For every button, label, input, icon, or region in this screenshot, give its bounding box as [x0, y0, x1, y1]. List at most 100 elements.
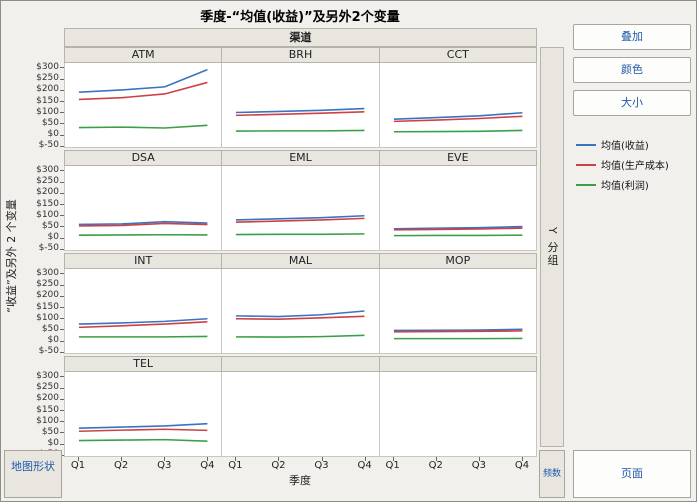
page-dropzone[interactable]: 页面 [573, 450, 691, 498]
panel-plot-TEL[interactable] [64, 372, 223, 457]
color-button[interactable]: 颜色 [573, 57, 691, 83]
map-shape-button[interactable]: 地图形状 [4, 450, 62, 498]
y-tick-mark [60, 307, 64, 309]
panel-plot-ATM[interactable] [64, 63, 223, 148]
y-tick-mark [60, 215, 64, 217]
panel-header-empty [378, 356, 537, 372]
line-均值(利润) [236, 233, 365, 236]
panel-plot-CCT[interactable] [378, 63, 537, 148]
line-均值(生产成本) [236, 315, 365, 320]
y-tick-mark [60, 204, 64, 206]
line-均值(生产成本) [393, 115, 523, 123]
x-tick-label: Q2 [428, 460, 443, 471]
x-tick-label: Q1 [70, 460, 86, 471]
y-tick-mark [60, 170, 64, 172]
y-tick-label: $200 [36, 393, 59, 404]
x-tick-label: Q3 [471, 460, 486, 471]
y-tick-mark [60, 101, 64, 103]
panel-header-MAL: MAL [221, 253, 380, 269]
y-tick-label: $200 [36, 84, 59, 95]
y-tick-label: $50 [41, 323, 59, 334]
y-tick-mark [60, 387, 64, 389]
size-button[interactable]: 大小 [573, 90, 691, 116]
overlay-button[interactable]: 叠加 [573, 24, 691, 50]
x-tick-label: Q3 [314, 460, 329, 471]
y-tick-mark [60, 145, 64, 147]
y-tick-label: $150 [36, 198, 59, 209]
y-tick-label: $150 [36, 404, 59, 415]
x-tick-mark [121, 457, 123, 461]
x-tick-label: Q4 [514, 460, 530, 471]
y-tick-mark [60, 351, 64, 353]
legend-item[interactable]: 均值(利润) [576, 177, 669, 192]
line-均值(生产成本) [236, 111, 365, 117]
x-tick-mark [321, 457, 323, 461]
y-tick-mark [60, 398, 64, 400]
legend-label: 均值(利润) [601, 181, 649, 192]
legend-item[interactable]: 均值(生产成本) [576, 157, 669, 172]
y-tick-mark [60, 237, 64, 239]
line-均值(收益) [393, 328, 523, 332]
y-tick-label: $200 [36, 187, 59, 198]
line-均值(收益) [78, 422, 208, 429]
x-tick-label: Q1 [228, 460, 243, 471]
x-tick-label: Q1 [385, 460, 400, 471]
y-tick-label: $50 [41, 117, 59, 128]
line-均值(生产成本) [393, 227, 523, 231]
y-tick-mark [60, 78, 64, 80]
y-tick-label: $100 [36, 209, 59, 220]
panel-plot-DSA[interactable] [64, 166, 223, 251]
line-均值(生产成本) [236, 217, 365, 223]
frequency-dropzone[interactable]: 频数 [539, 450, 565, 498]
y-tick-label: $100 [36, 415, 59, 426]
y-tick-label: $250 [36, 73, 59, 84]
y-tick-mark [60, 67, 64, 69]
y-tick-label: $0 [47, 129, 59, 140]
y-tick-mark [60, 340, 64, 342]
y-tick-mark [60, 410, 64, 412]
panel-plot-MAL[interactable] [221, 269, 380, 354]
y-tick-label: $0 [47, 232, 59, 243]
y-tick-label: $200 [36, 290, 59, 301]
x-tick-mark [278, 457, 280, 461]
line-均值(收益) [393, 225, 523, 230]
line-均值(收益) [236, 310, 365, 318]
y-tick-label: $100 [36, 312, 59, 323]
y-tick-mark [60, 123, 64, 125]
line-均值(利润) [78, 438, 208, 442]
y-tick-label: $300 [36, 61, 59, 72]
panel-plot-EVE[interactable] [378, 166, 537, 251]
legend-line-swatch [576, 183, 596, 186]
y-tick-mark [60, 454, 64, 456]
group-header-strip[interactable]: 渠道 [64, 28, 537, 47]
x-tick-label: Q4 [357, 460, 372, 471]
y-tick-mark [60, 318, 64, 320]
y-tick-mark [60, 134, 64, 136]
legend-item[interactable]: 均值(收益) [576, 137, 669, 152]
line-均值(收益) [236, 214, 365, 221]
line-均值(生产成本) [393, 330, 523, 333]
panel-header-INT: INT [64, 253, 223, 269]
y-tick-label: $150 [36, 301, 59, 312]
panel-header-DSA: DSA [64, 150, 223, 166]
y-tick-label: $250 [36, 382, 59, 393]
panel-plot-MOP[interactable] [378, 269, 537, 354]
y-tick-label: $0 [47, 438, 59, 449]
x-axis-title: 季度 [289, 474, 311, 487]
y-tick-mark [60, 112, 64, 114]
y-tick-label: $150 [36, 95, 59, 106]
line-均值(收益) [236, 107, 365, 114]
legend: 均值(收益) 均值(生产成本) 均值(利润) [576, 137, 669, 197]
y-axis-title: “收益”及另外 2 个变量 [5, 199, 18, 313]
y-group-dropzone[interactable]: Y 分组 [540, 47, 564, 447]
panel-plot-INT[interactable] [64, 269, 223, 354]
x-tick-mark [521, 457, 523, 461]
line-均值(收益) [78, 317, 208, 325]
panel-header-CCT: CCT [378, 47, 537, 63]
x-tick-label: Q4 [200, 460, 215, 471]
y-tick-label: $300 [36, 370, 59, 381]
line-均值(生产成本) [78, 222, 208, 227]
panel-plot-BRH[interactable] [221, 63, 380, 148]
panel-plot-EML[interactable] [221, 166, 380, 251]
